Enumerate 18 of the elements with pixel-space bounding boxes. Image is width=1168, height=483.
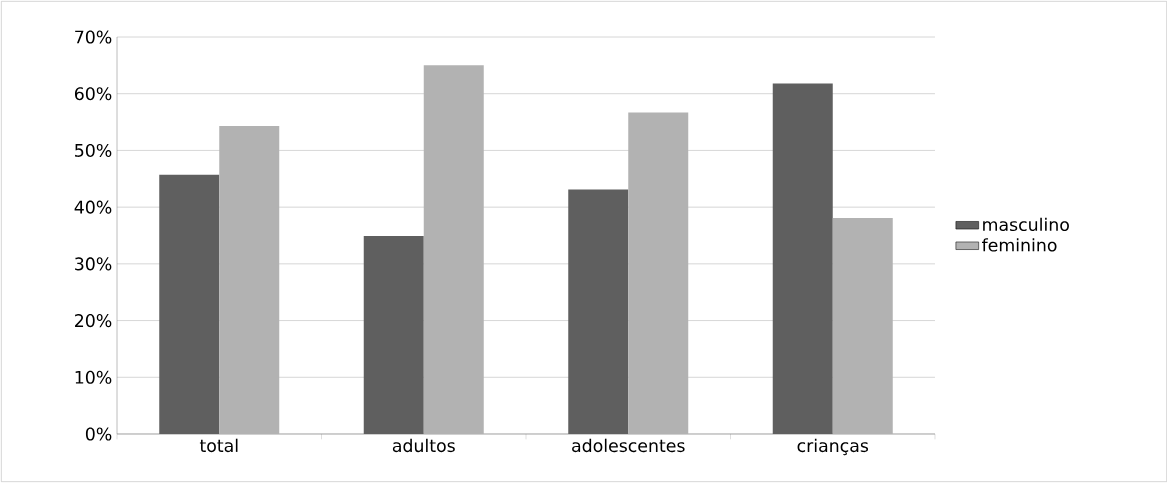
bar bbox=[363, 236, 424, 434]
y-tick-label: 70% bbox=[75, 30, 112, 44]
y-tick-label: 30% bbox=[75, 257, 112, 271]
x-tick-label: adolescentes bbox=[572, 438, 685, 453]
bar bbox=[772, 83, 833, 434]
bar bbox=[568, 189, 629, 434]
y-tick-label: 40% bbox=[74, 200, 112, 214]
y-tick-label: 60% bbox=[74, 87, 112, 101]
x-tick-label: total bbox=[199, 438, 238, 453]
y-tick-label: 0% bbox=[85, 427, 112, 441]
x-tick-label: adultos bbox=[392, 438, 455, 453]
legend-label: feminino bbox=[981, 238, 1057, 252]
y-tick-label: 20% bbox=[75, 314, 112, 328]
legend-label: masculino bbox=[983, 217, 1069, 232]
bar bbox=[159, 174, 220, 434]
y-tick-label: 50% bbox=[75, 143, 112, 157]
y-tick-label: 10% bbox=[75, 370, 112, 384]
x-tick-label: crianças bbox=[797, 438, 869, 456]
